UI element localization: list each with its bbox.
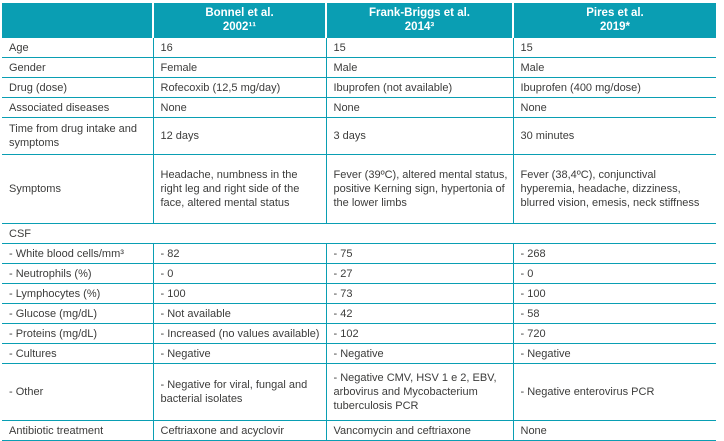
cell-value: Ibuprofen (not available) [325, 77, 513, 98]
cell-value: - 82 [152, 243, 326, 264]
row-label: - Other [2, 363, 153, 421]
table-row-white-blood-cells: - White blood cells/mm³ - 82 - 75 - 268 [2, 243, 716, 264]
cell-value: - 75 [325, 243, 513, 264]
table-row-lymphocytes: - Lymphocytes (%) - 100 - 73 - 100 [2, 283, 716, 304]
cell-value: Fever (38,4ºC), conjunctival hyperemia, … [512, 154, 716, 224]
cell-value: - 27 [325, 263, 513, 284]
cell-value: 16 [152, 37, 326, 58]
corner-header-cell [2, 3, 153, 38]
cell-value: - 720 [512, 323, 716, 344]
cell-value: - Negative [325, 343, 513, 364]
table-row-drug-dose: Drug (dose) Rofecoxib (12,5 mg/day) Ibup… [2, 77, 716, 98]
row-label: Associated diseases [2, 97, 153, 118]
cell-value: None [512, 420, 716, 441]
cell-value: Male [512, 57, 716, 78]
cell-value: None [512, 97, 716, 118]
cell-value: - Not available [152, 303, 326, 324]
row-label: Age [2, 37, 153, 58]
cell-value: - Negative enterovirus PCR [512, 363, 716, 421]
cell-value: - 58 [512, 303, 716, 324]
table-row-other: - Other - Negative for viral, fungal and… [2, 363, 716, 421]
study-year: 2019* [599, 21, 631, 33]
table-row-age: Age 16 15 15 [2, 37, 716, 58]
cell-value: - 100 [512, 283, 716, 304]
table-section-row-csf: CSF [2, 223, 716, 244]
cell-value: 3 days [325, 117, 513, 155]
cell-value: - Negative CMV, HSV 1 e 2, EBV, arboviru… [325, 363, 513, 421]
study-name: Pires et al. [586, 7, 644, 19]
cell-value: - 0 [152, 263, 326, 284]
cell-value: 15 [512, 37, 716, 58]
cell-value: Headache, numbness in the right leg and … [152, 154, 326, 224]
case-comparison-table: Bonnel et al. 2002¹¹ Frank-Briggs et al.… [2, 3, 716, 441]
study-name: Frank-Briggs et al. [369, 7, 470, 19]
row-label: - Neutrophils (%) [2, 263, 153, 284]
row-label: - Lymphocytes (%) [2, 283, 153, 304]
header-row: Bonnel et al. 2002¹¹ Frank-Briggs et al.… [2, 3, 716, 38]
cell-value: - 100 [152, 283, 326, 304]
study-year: 2014³ [404, 21, 435, 33]
cell-value: 15 [325, 37, 513, 58]
table-row-glucose: - Glucose (mg/dL) - Not available - 42 -… [2, 303, 716, 324]
study-year: 2002¹¹ [222, 21, 257, 33]
cell-value: - 42 [325, 303, 513, 324]
cell-value: Male [325, 57, 513, 78]
column-header-frank-briggs: Frank-Briggs et al. 2014³ [325, 3, 513, 38]
cell-value: None [325, 97, 513, 118]
row-label: Symptoms [2, 154, 153, 224]
cell-value: - 73 [325, 283, 513, 304]
table-row-symptoms: Symptoms Headache, numbness in the right… [2, 154, 716, 224]
cell-value: - 0 [512, 263, 716, 284]
cell-value: Ibuprofen (400 mg/dose) [512, 77, 716, 98]
cell-value: 12 days [152, 117, 326, 155]
table-row-proteins: - Proteins (mg/dL) - Increased (no value… [2, 323, 716, 344]
row-label: Time from drug intake and symptoms [2, 117, 153, 155]
table-row-time-from-drug-intake: Time from drug intake and symptoms 12 da… [2, 117, 716, 155]
section-label: CSF [2, 223, 716, 244]
column-header-pires: Pires et al. 2019* [512, 3, 716, 38]
cell-value: - Negative [512, 343, 716, 364]
column-header-bonnel: Bonnel et al. 2002¹¹ [152, 3, 326, 38]
row-label: - Glucose (mg/dL) [2, 303, 153, 324]
cell-value: Rofecoxib (12,5 mg/day) [152, 77, 326, 98]
row-label: Drug (dose) [2, 77, 153, 98]
row-label: - Cultures [2, 343, 153, 364]
cell-value: Female [152, 57, 326, 78]
cell-value: - Increased (no values available) [152, 323, 326, 344]
table-row-cultures: - Cultures - Negative - Negative - Negat… [2, 343, 716, 364]
row-label: - Proteins (mg/dL) [2, 323, 153, 344]
cell-value: 30 minutes [512, 117, 716, 155]
row-label: - White blood cells/mm³ [2, 243, 153, 264]
cell-value: Ceftriaxone and acyclovir [152, 420, 326, 441]
cell-value: Vancomycin and ceftriaxone [325, 420, 513, 441]
table-row-associated-diseases: Associated diseases None None None [2, 97, 716, 118]
cell-value: - Negative for viral, fungal and bacteri… [152, 363, 326, 421]
cell-value: Fever (39ºC), altered mental status, pos… [325, 154, 513, 224]
cell-value: - 102 [325, 323, 513, 344]
row-label: Antibiotic treatment [2, 420, 153, 441]
cell-value: - 268 [512, 243, 716, 264]
cell-value: - Negative [152, 343, 326, 364]
cell-value: None [152, 97, 326, 118]
table-row-gender: Gender Female Male Male [2, 57, 716, 78]
study-name: Bonnel et al. [205, 7, 274, 19]
row-label: Gender [2, 57, 153, 78]
table-row-antibiotic-treatment: Antibiotic treatment Ceftriaxone and acy… [2, 420, 716, 441]
table-row-neutrophils: - Neutrophils (%) - 0 - 27 - 0 [2, 263, 716, 284]
